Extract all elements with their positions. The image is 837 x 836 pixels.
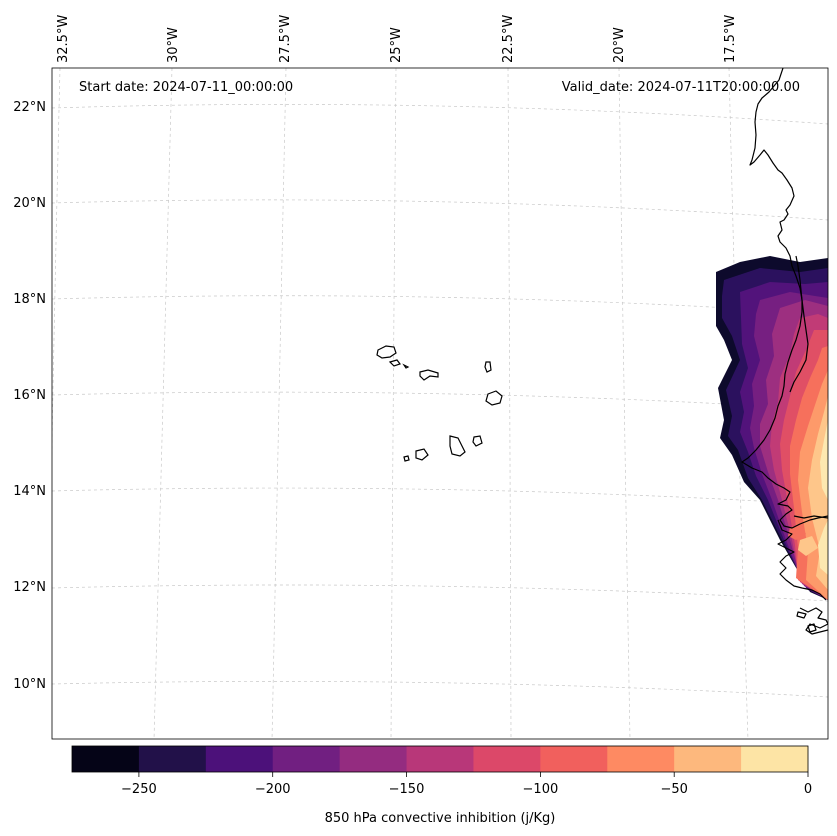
cin-contours — [716, 256, 828, 600]
colorbar-cell — [138, 746, 207, 772]
lon-label: 32.5°W — [56, 15, 71, 63]
colorbar-tick-label: 0 — [804, 782, 812, 797]
colorbar-cell — [607, 746, 675, 772]
senegal-border-south — [793, 515, 828, 519]
lat-label: 16°N — [13, 388, 46, 403]
colorbar-label: 850 hPa convective inhibition (j/Kg) — [325, 811, 556, 826]
bijagos — [796, 611, 807, 619]
start-date-label: Start date: 2024-07-11_00:00:00 — [79, 80, 293, 95]
colorbar: −250 −200 −150 −100 −50 0 850 hPa convec… — [71, 745, 812, 826]
lon-label: 27.5°W — [278, 15, 293, 63]
lat-label: 18°N — [13, 292, 46, 307]
colorbar-cell — [741, 746, 809, 772]
lat-label: 14°N — [13, 484, 46, 499]
maio — [472, 435, 483, 447]
lat-label: 22°N — [13, 100, 46, 115]
colorbar-cell — [406, 746, 474, 772]
lon-label: 30°W — [166, 27, 181, 63]
colorbar-cell — [205, 746, 274, 772]
bijagos-b — [807, 623, 817, 633]
lon-label: 17.5°W — [723, 15, 738, 63]
mauritania-senegal-border — [789, 255, 809, 393]
colorbar-tick-label: −250 — [121, 782, 157, 797]
colorbar-cell — [473, 746, 541, 772]
colorbar-tick-label: −100 — [523, 782, 559, 797]
coastlines — [741, 68, 828, 635]
brava — [403, 455, 410, 462]
lat-label: 12°N — [13, 580, 46, 595]
lon-label: 20°W — [612, 27, 627, 63]
lat-labels: 22°N 20°N 18°N 16°N 14°N 12°N 10°N — [13, 100, 46, 692]
lon-labels: 32.5°W 30°W 27.5°W 25°W 22.5°W 20°W 17.5… — [56, 15, 738, 63]
colorbar-frame — [71, 745, 809, 773]
colorbar-cell — [540, 746, 608, 772]
lat-label: 10°N — [13, 677, 46, 692]
map-area — [52, 68, 828, 739]
africa-coast — [741, 68, 828, 529]
fogo — [415, 448, 429, 461]
colorbar-cells — [72, 746, 809, 772]
lat-label: 20°N — [13, 196, 46, 211]
valid-date-label: Valid_date: 2024-07-11T20:00:00.00 — [562, 80, 800, 95]
sao-vicente — [388, 359, 401, 367]
cape-verde-islands — [376, 345, 503, 462]
lon-label: 22.5°W — [501, 15, 516, 63]
sao-nicolau — [419, 369, 439, 381]
senegal-gambia-coast — [777, 519, 827, 601]
guinea-coast — [799, 607, 828, 635]
santo-antao — [376, 345, 397, 359]
colorbar-ticks — [138, 772, 809, 777]
sal — [484, 361, 492, 373]
graticule — [52, 68, 828, 739]
santiago — [449, 435, 466, 457]
cin-level-0b — [818, 520, 828, 575]
santa-luzia — [402, 363, 410, 369]
lon-label: 25°W — [389, 27, 404, 63]
boa-vista — [485, 390, 503, 406]
colorbar-tick-label: −200 — [255, 782, 291, 797]
cin-pocket-b — [798, 536, 818, 556]
colorbar-cell — [272, 746, 341, 772]
cin-level-0 — [820, 420, 828, 500]
colorbar-tick-label: −150 — [389, 782, 425, 797]
colorbar-cell — [674, 746, 742, 772]
colorbar-cell — [339, 746, 408, 772]
map-frame — [51, 67, 829, 740]
colorbar-cell — [72, 746, 140, 772]
colorbar-tick-label: −50 — [660, 782, 687, 797]
